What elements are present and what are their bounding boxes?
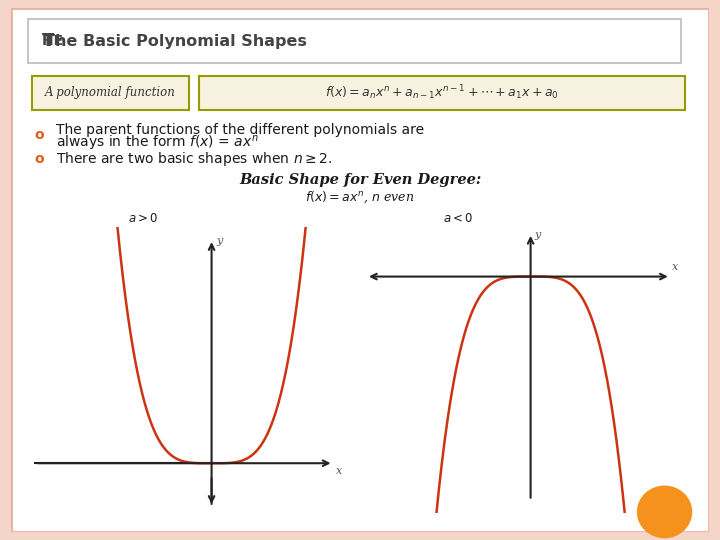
FancyBboxPatch shape <box>11 8 709 532</box>
Text: o: o <box>34 128 43 142</box>
Text: There are two basic shapes when $n \geq 2$.: There are two basic shapes when $n \geq … <box>56 150 333 168</box>
Text: x: x <box>672 262 679 272</box>
Bar <box>28 18 681 63</box>
Text: x: x <box>336 467 343 476</box>
Bar <box>199 76 685 110</box>
Text: y: y <box>535 230 541 240</box>
Text: HE: HE <box>42 34 68 48</box>
Text: A polynomial function: A polynomial function <box>45 86 176 99</box>
Text: o: o <box>34 152 43 166</box>
Text: T: T <box>42 32 55 50</box>
Text: $a > 0$: $a > 0$ <box>128 212 158 225</box>
Text: Basic Shape for Even Degree:: Basic Shape for Even Degree: <box>239 173 481 187</box>
Text: always in the form $\mathit{f(x)}$ = $\mathit{ax^n}$: always in the form $\mathit{f(x)}$ = $\m… <box>56 134 258 153</box>
Text: The Basic Polynomial Shapes: The Basic Polynomial Shapes <box>45 33 307 49</box>
Text: $a < 0$: $a < 0$ <box>443 212 473 225</box>
Text: $f(x) = a_n x^n + a_{n-1}x^{n-1} + \cdots + a_1 x + a_0$: $f(x) = a_n x^n + a_{n-1}x^{n-1} + \cdot… <box>325 84 559 102</box>
Bar <box>32 76 189 110</box>
Text: y: y <box>217 236 222 246</box>
Text: The parent functions of the different polynomials are: The parent functions of the different po… <box>56 123 424 137</box>
Text: $f(x) = ax^n$, $n$ even: $f(x) = ax^n$, $n$ even <box>305 190 415 205</box>
